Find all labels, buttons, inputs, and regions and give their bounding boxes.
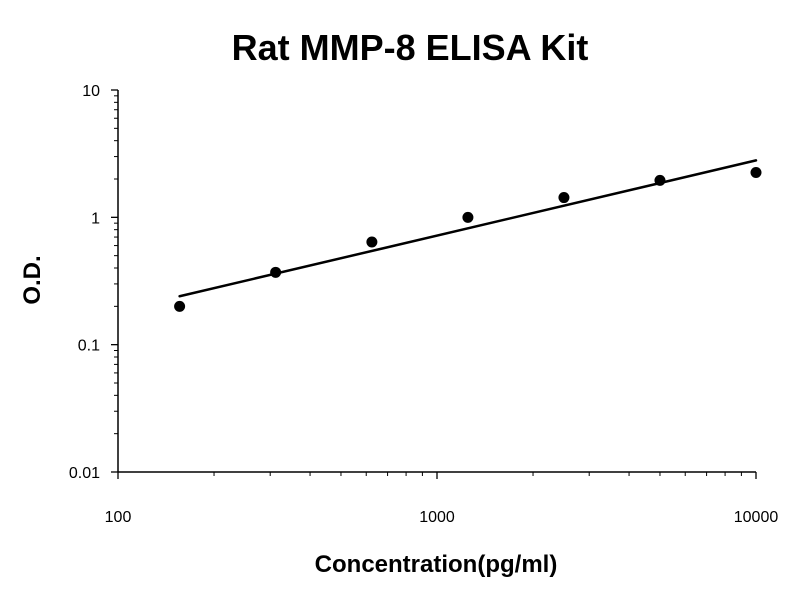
y-tick-label: 0.1 — [78, 338, 100, 355]
ticks: 10 1 0.1 0.01 100 1000 10000 — [69, 83, 778, 526]
data-point — [366, 236, 378, 248]
data-point — [462, 211, 474, 223]
x-tick-label: 1000 — [419, 509, 455, 526]
data-point — [270, 266, 282, 278]
data-point — [558, 192, 570, 204]
data-point — [174, 300, 186, 312]
axes — [117, 90, 756, 473]
trendline-layer — [178, 159, 758, 298]
data-point — [750, 166, 762, 178]
y-axis-label: O.D. — [19, 255, 46, 304]
x-axis-label: Concentration(pg/ml) — [315, 551, 558, 578]
x-tick-label: 100 — [105, 509, 132, 526]
data-point — [654, 174, 666, 186]
y-tick-label: 0.01 — [69, 465, 100, 482]
y-tick-label: 10 — [82, 83, 100, 100]
data-points — [174, 166, 762, 312]
trendline — [178, 159, 758, 298]
chart-title: Rat MMP-8 ELISA Kit — [232, 27, 589, 68]
y-tick-label: 1 — [91, 210, 100, 227]
x-tick-label: 10000 — [734, 509, 779, 526]
